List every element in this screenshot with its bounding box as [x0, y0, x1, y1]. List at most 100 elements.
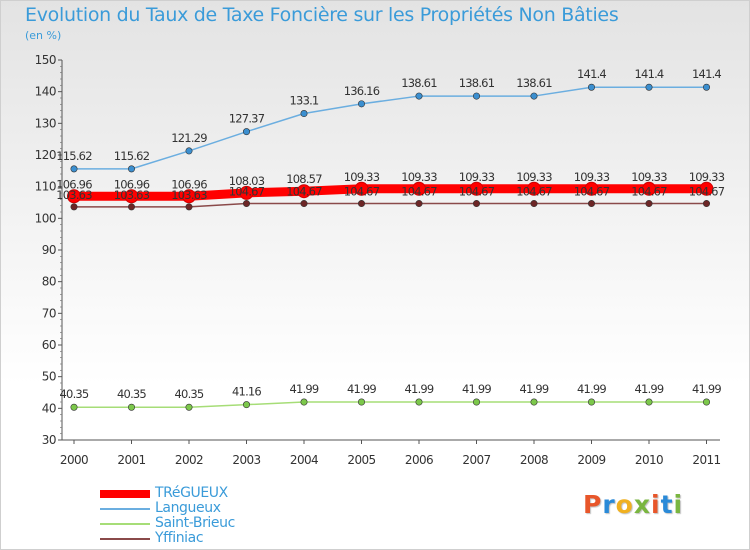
- data-label: 108.03: [229, 174, 265, 188]
- data-point: [243, 128, 251, 136]
- proxiti-logo: Proxiti: [583, 490, 683, 519]
- x-tick-label: 2000: [60, 453, 88, 467]
- x-tick-label: 2009: [577, 453, 605, 467]
- y-tick-label: 90: [42, 243, 56, 257]
- data-point: [124, 189, 139, 204]
- data-label: 109.33: [401, 170, 437, 184]
- data-point: [584, 181, 599, 196]
- data-label: 106.96: [114, 177, 150, 191]
- y-tick-label: 140: [35, 85, 56, 99]
- data-label: 109.33: [631, 170, 667, 184]
- data-point: [587, 83, 595, 91]
- data-label: 109.33: [574, 170, 610, 184]
- logo-letter: i: [651, 490, 661, 519]
- data-label: 109.33: [344, 170, 380, 184]
- data-label: 41.99: [347, 382, 376, 396]
- data-label: 115.62: [114, 149, 150, 163]
- data-point: [415, 92, 423, 100]
- data-labels: 106.96 106.96 106.96 108.03 108.57 109.33 109.…: [56, 67, 725, 401]
- data-label: 41.16: [232, 385, 261, 399]
- data-point: [702, 83, 710, 91]
- data-label: 104.67: [286, 185, 322, 199]
- legend-label: Yffiniac: [155, 530, 204, 546]
- y-tick-label: 80: [42, 275, 56, 289]
- data-point: [357, 398, 365, 406]
- data-point: [472, 200, 480, 208]
- x-tick-label: 2001: [117, 453, 145, 467]
- y-tick-label: 70: [42, 306, 56, 320]
- data-point: [297, 184, 311, 199]
- y-tick-label: 50: [42, 370, 56, 384]
- data-point: [185, 147, 193, 155]
- legend-swatch: [100, 490, 150, 498]
- data-label: 109.33: [516, 170, 552, 184]
- data-label: 104.67: [516, 185, 552, 199]
- data-point: [527, 181, 541, 196]
- data-point: [530, 398, 538, 406]
- data-label: 141.4: [635, 67, 664, 81]
- logo-letter: P: [583, 490, 603, 519]
- series-line-langueux: [73, 86, 708, 170]
- data-label: 41.99: [290, 382, 319, 396]
- y-tick-label: 40: [42, 401, 56, 415]
- logo-letter: i: [673, 490, 684, 519]
- data-point: [357, 100, 365, 108]
- legend-label: TRéGUEUX: [155, 485, 228, 501]
- data-label: 104.67: [401, 185, 437, 199]
- legend-label: Saint-Brieuc: [155, 515, 235, 531]
- data-label: 115.62: [56, 149, 92, 163]
- data-label: 41.99: [577, 382, 606, 396]
- series-line-saint-brieuc: [73, 401, 708, 408]
- legend-swatch: [100, 508, 150, 510]
- data-label: 138.61: [459, 76, 495, 90]
- x-tick-label: 2008: [520, 453, 548, 467]
- data-point: [587, 200, 595, 208]
- data-point: [128, 203, 136, 211]
- x-tick-label: 2006: [405, 453, 433, 467]
- data-point: [645, 83, 653, 91]
- data-point: [128, 403, 136, 411]
- data-point: [239, 185, 254, 200]
- x-tick-label: 2002: [175, 453, 203, 467]
- data-point: [185, 403, 193, 411]
- data-label: 40.35: [117, 387, 146, 401]
- data-point: [70, 203, 78, 211]
- data-point: [67, 189, 81, 204]
- data-label: 136.16: [344, 84, 380, 98]
- data-label: 104.67: [574, 185, 610, 199]
- chart-subtitle: (en %): [25, 29, 62, 42]
- data-point: [128, 165, 136, 173]
- data-point: [645, 200, 653, 208]
- data-point: [182, 189, 196, 204]
- data-label: 141.4: [692, 67, 721, 81]
- data-point: [412, 181, 426, 196]
- data-label: 103.63: [56, 188, 92, 202]
- logo-letter: t: [660, 490, 674, 519]
- logo-letter: x: [633, 490, 651, 519]
- logo-letter: r: [602, 490, 616, 519]
- logo-letter: o: [615, 490, 634, 519]
- data-point: [415, 200, 423, 208]
- data-label: 138.61: [516, 76, 552, 90]
- legend-label: Langueux: [155, 500, 221, 516]
- data-label: 41.99: [520, 382, 549, 396]
- y-tick-label: 30: [42, 433, 56, 447]
- y-tick-label: 100: [35, 211, 56, 225]
- data-label: 138.61: [401, 76, 437, 90]
- y-tick-label: 120: [35, 148, 56, 162]
- data-point: [415, 398, 423, 406]
- data-label: 41.99: [635, 382, 664, 396]
- data-point: [702, 398, 710, 406]
- data-label: 40.35: [175, 387, 204, 401]
- data-point: [530, 200, 538, 208]
- series-line-yffiniac: [73, 202, 708, 208]
- data-label: 104.67: [689, 185, 725, 199]
- data-point: [587, 398, 595, 406]
- data-point: [645, 398, 653, 406]
- data-point: [300, 398, 308, 406]
- y-tick-label: 150: [35, 53, 56, 67]
- data-point: [357, 200, 365, 208]
- data-point: [300, 200, 308, 208]
- series-line-trégueux: [69, 184, 711, 201]
